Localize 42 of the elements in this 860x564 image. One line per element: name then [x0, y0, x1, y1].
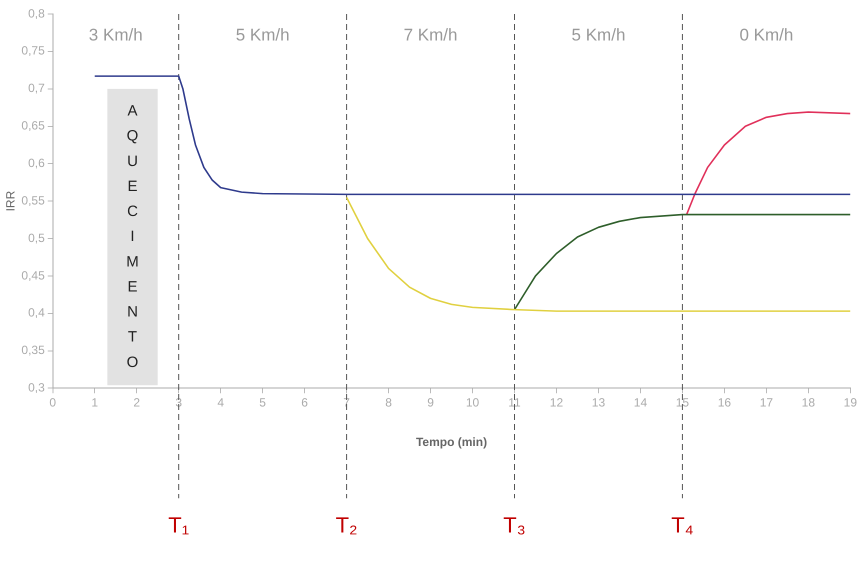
x-tick-label: 16 — [718, 396, 732, 410]
x-tick-label: 4 — [217, 396, 224, 410]
x-tick-label: 7 — [343, 396, 350, 410]
annotation: 0 Km/h — [739, 26, 794, 45]
x-tick-label: 19 — [844, 396, 858, 410]
x-tick-label: 6 — [301, 396, 308, 410]
x-tick-label: 9 — [427, 396, 434, 410]
y-axis-title: IRR — [4, 190, 18, 212]
annotation: 3 Km/h — [88, 26, 143, 45]
y-tick-label: 0,45 — [21, 268, 46, 282]
x-tick-label: 14 — [634, 396, 648, 410]
x-tick-label: 5 — [259, 396, 266, 410]
x-tick-label: 17 — [760, 396, 774, 410]
x-tick-label: 8 — [385, 396, 392, 410]
x-tick-label: 0 — [49, 396, 56, 410]
ref-line-label: T₁ — [168, 512, 190, 538]
y-tick-label: 0,4 — [28, 306, 46, 320]
ref-line-label: T₂ — [336, 512, 358, 538]
y-tick-label: 0,35 — [21, 343, 46, 358]
y-tick-label: 0,3 — [28, 380, 46, 395]
x-tick-label: 10 — [466, 396, 480, 410]
x-tick-label: 11 — [508, 396, 522, 410]
ref-line-label: T₄ — [671, 512, 694, 538]
text: AQUECIMENTO — [126, 102, 139, 371]
annotation: 7 Km/h — [404, 26, 458, 45]
x-tick-label: 18 — [802, 396, 816, 410]
x-tick-label: 1 — [91, 396, 98, 410]
x-axis-title: Tempo (min) — [416, 435, 488, 450]
annotation: 5 Km/h — [236, 26, 290, 45]
x-tick-label: 12 — [550, 396, 564, 410]
y-tick-label: 0,6 — [28, 156, 46, 170]
x-tick-label: 2 — [133, 396, 140, 410]
y-tick-label: 0,5 — [28, 230, 46, 245]
y-tick-label: 0,75 — [21, 44, 46, 58]
y-tick-label: 0,55 — [21, 193, 46, 208]
annotation: 5 Km/h — [572, 26, 626, 45]
x-tick-label: 13 — [592, 396, 606, 410]
y-tick-label: 0,8 — [28, 6, 46, 20]
x-tick-label: 15 — [676, 396, 690, 410]
y-tick-label: 0,65 — [21, 118, 46, 133]
ref-line-label: T₃ — [503, 512, 526, 538]
y-tick-label: 0,7 — [28, 81, 46, 96]
